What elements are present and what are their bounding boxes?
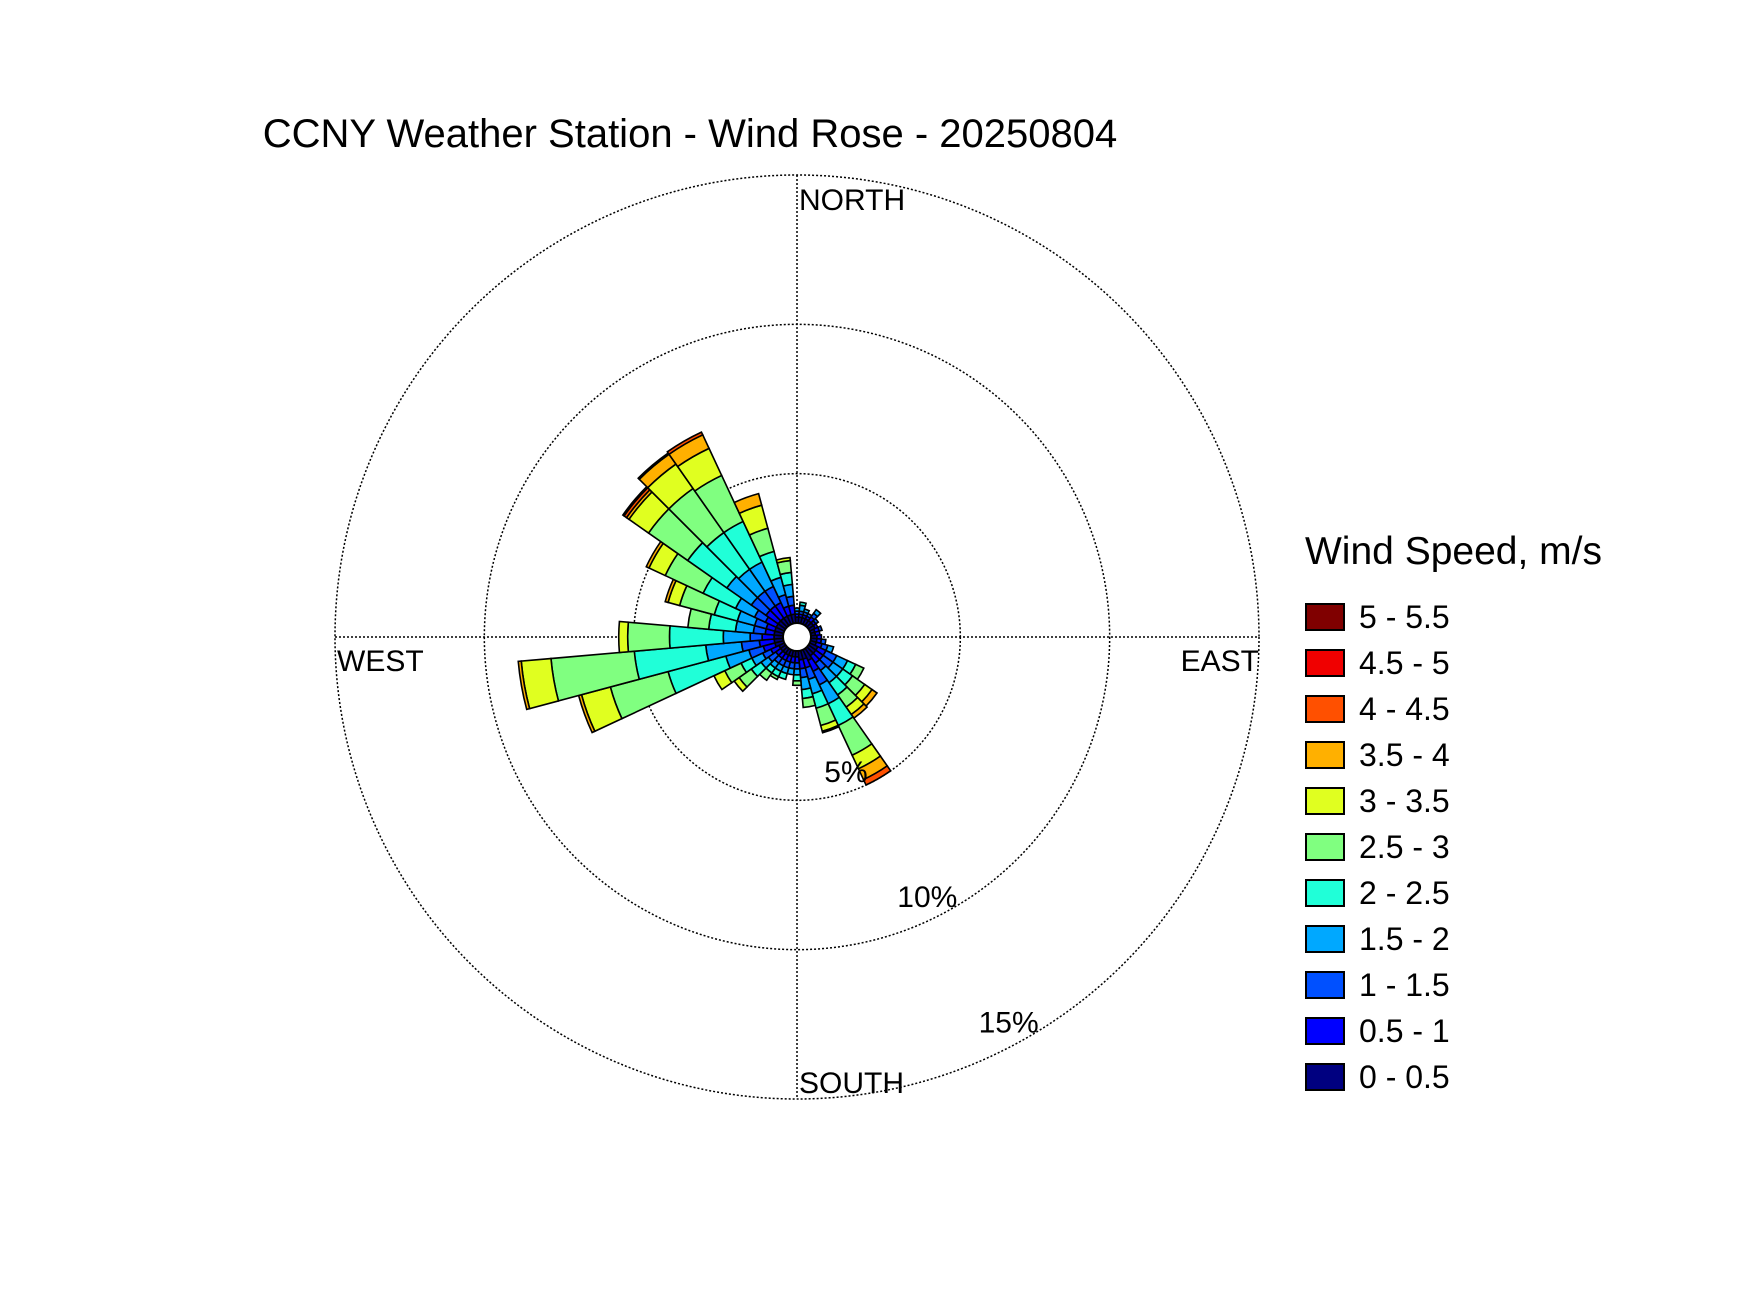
legend-label: 3 - 3.5 <box>1359 782 1450 819</box>
label-south: SOUTH <box>799 1067 904 1100</box>
wedge-50-bin-2 <box>812 617 820 625</box>
wedge-260-bin-7 <box>517 660 531 711</box>
legend-label: 1.5 - 2 <box>1359 920 1450 957</box>
sector-170 <box>797 649 817 709</box>
legend-label: 3.5 - 4 <box>1359 736 1450 773</box>
legend-title: Wind Speed, m/s <box>1305 530 1602 573</box>
legend-item: 3.5 - 4 <box>1305 732 1602 778</box>
wedge-170-bin-5 <box>801 695 817 709</box>
wedge-70-bin-2 <box>816 624 824 633</box>
radial-tick-5: 5% <box>824 756 867 789</box>
wedge-270-bin-6 <box>617 620 630 654</box>
legend-swatch <box>1305 833 1345 861</box>
legend-item: 4 - 4.5 <box>1305 686 1602 732</box>
legend-item: 2.5 - 3 <box>1305 824 1602 870</box>
radial-tick-10: 10% <box>897 881 957 914</box>
legend-label: 0 - 0.5 <box>1359 1058 1450 1095</box>
label-east: EAST <box>1181 645 1259 678</box>
wedge-40-bin-3 <box>812 608 822 618</box>
wedge-340-bin-7 <box>733 492 763 515</box>
wedge-180-bin-5 <box>791 679 803 687</box>
sector-150 <box>801 647 892 787</box>
label-north: NORTH <box>799 184 905 217</box>
wind-rose-plot: NORTH SOUTH WEST EAST 5% 10% 15% <box>334 174 1260 1100</box>
legend-label: 2.5 - 3 <box>1359 828 1450 865</box>
wind-sectors <box>517 431 892 787</box>
sector-130 <box>805 643 879 708</box>
wedge-160-bin-7 <box>821 724 840 734</box>
sector-290 <box>664 578 786 635</box>
sector-330 <box>666 431 793 627</box>
sector-270 <box>617 620 784 654</box>
sector-160 <box>799 648 840 734</box>
wedge-150-bin-8 <box>862 764 892 787</box>
radial-tick-15: 15% <box>979 1006 1039 1039</box>
wedge-20-bin-3 <box>802 608 811 615</box>
legend-item: 3 - 3.5 <box>1305 778 1602 824</box>
legend-item: 1.5 - 2 <box>1305 916 1602 962</box>
sector-260 <box>517 637 785 711</box>
legend-label: 2 - 2.5 <box>1359 874 1450 911</box>
legend-swatch <box>1305 879 1345 907</box>
legend-label: 1 - 1.5 <box>1359 966 1450 1003</box>
wedge-330-bin-8 <box>666 431 704 456</box>
legend-item: 1 - 1.5 <box>1305 962 1602 1008</box>
legend-items: 5 - 5.5 4.5 - 5 4 - 4.5 3.5 - 4 3 - 3.5 2.5 -… <box>1305 594 1602 1100</box>
legend-swatch <box>1305 741 1345 769</box>
legend-label: 5 - 5.5 <box>1359 598 1450 635</box>
legend-swatch <box>1305 1063 1345 1091</box>
center-hole <box>782 622 812 652</box>
legend-swatch <box>1305 971 1345 999</box>
legend-label: 4 - 4.5 <box>1359 690 1450 727</box>
wedge-350-bin-6 <box>775 556 792 564</box>
legend-label: 4.5 - 5 <box>1359 644 1450 681</box>
label-west: WEST <box>337 645 424 678</box>
legend-swatch <box>1305 1017 1345 1045</box>
legend-swatch <box>1305 925 1345 953</box>
sector-350 <box>775 556 797 625</box>
legend-swatch <box>1305 649 1345 677</box>
wedge-10-bin-4 <box>798 601 808 608</box>
legend-item: 5 - 5.5 <box>1305 594 1602 640</box>
legend-label: 0.5 - 1 <box>1359 1012 1450 1049</box>
legend-swatch <box>1305 787 1345 815</box>
legend-item: 2 - 2.5 <box>1305 870 1602 916</box>
legend-item: 0.5 - 1 <box>1305 1008 1602 1054</box>
axis-labels: NORTH SOUTH WEST EAST 5% 10% 15% <box>337 184 1259 1100</box>
legend-swatch <box>1305 695 1345 723</box>
wedge-180-bin-4 <box>792 673 802 682</box>
legend-item: 0 - 0.5 <box>1305 1054 1602 1100</box>
wedge-270-bin-5 <box>626 621 671 653</box>
legend-swatch <box>1305 603 1345 631</box>
chart-title: CCNY Weather Station - Wind Rose - 20250… <box>262 112 1118 156</box>
legend: Wind Speed, m/s 5 - 5.5 4.5 - 5 4 - 4.5 3.5… <box>1305 530 1602 1100</box>
legend-item: 4.5 - 5 <box>1305 640 1602 686</box>
